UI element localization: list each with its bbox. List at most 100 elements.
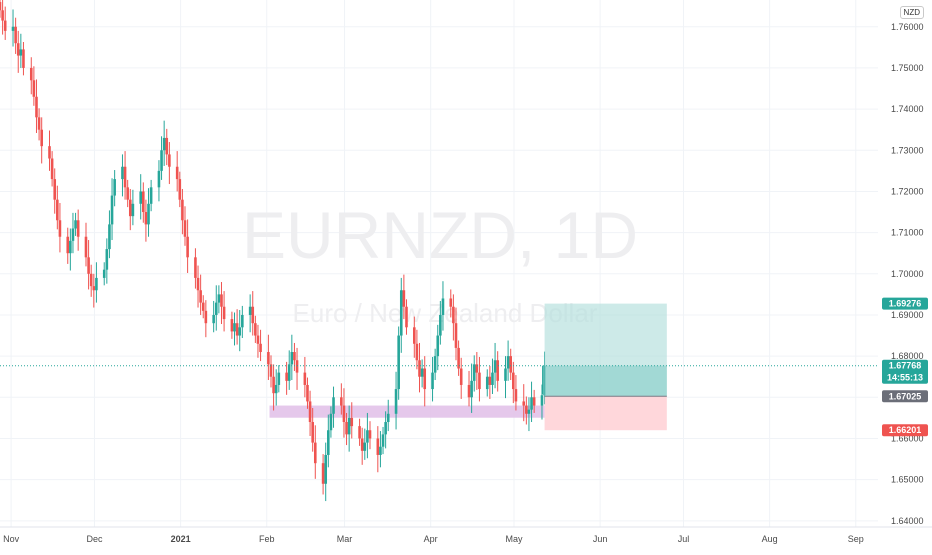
candle-body (256, 335, 260, 344)
time-axis[interactable]: Nov Dec 2021 Feb Mar Apr May Jun Jul Aug Sep (0, 526, 932, 544)
candle-body (74, 220, 77, 229)
candle-body (308, 401, 312, 423)
candle-body (110, 195, 114, 225)
x-tick-label: Aug (762, 534, 778, 544)
x-tick-label: Nov (3, 534, 20, 544)
candle-body (431, 372, 434, 390)
x-tick-label: Dec (86, 534, 103, 544)
candle-body (139, 191, 143, 204)
candle-body (69, 240, 72, 254)
candle-body (358, 426, 361, 439)
candle-body (149, 187, 153, 204)
y-tick-label: 1.72000 (891, 186, 924, 196)
candle-body (196, 277, 200, 291)
candle-body (144, 212, 148, 225)
candle-body (313, 442, 317, 464)
candle-body (496, 360, 499, 381)
y-tick-label: 1.73000 (891, 145, 924, 155)
candle-body (342, 405, 346, 423)
candle-body (381, 434, 385, 447)
candle-body (56, 199, 59, 221)
candle-body (439, 314, 442, 336)
candle-body (89, 273, 93, 287)
x-tick-label: Feb (259, 534, 275, 544)
candle-body (217, 294, 221, 303)
candle-body (212, 314, 215, 324)
candle-body (16, 43, 20, 56)
candle-body (470, 380, 473, 398)
candle-body (214, 302, 218, 315)
candle-body (277, 372, 281, 385)
candle-body (478, 372, 481, 390)
candle-body (3, 20, 7, 31)
candle-body (37, 117, 41, 130)
candle-body (525, 405, 528, 414)
candle-body (295, 360, 299, 373)
candle-body (452, 306, 455, 324)
candle-body (285, 372, 288, 381)
candle-body (405, 306, 408, 328)
currency-badge[interactable]: NZD (899, 6, 924, 19)
candle-body (32, 80, 36, 97)
candle-body (14, 26, 17, 44)
candle-body (181, 199, 184, 221)
current-price-tag-bg (882, 359, 928, 384)
candle-body (366, 430, 369, 443)
candle-body (504, 368, 507, 381)
candle-body (311, 422, 314, 443)
candle-body (29, 67, 33, 81)
x-tick-label: May (506, 534, 524, 544)
candle-body (386, 413, 390, 423)
y-tick-label: 1.71000 (891, 228, 924, 238)
candle-body (235, 323, 239, 336)
y-tick-label: 1.75000 (891, 63, 924, 73)
candle-body (40, 129, 43, 147)
candle-body (384, 422, 387, 435)
candle-body (402, 290, 406, 307)
candle-body (394, 389, 398, 414)
candle-body (259, 343, 262, 353)
candle-body (514, 389, 518, 402)
candle-body (71, 228, 75, 241)
candle-body (22, 49, 25, 68)
candle-body (87, 257, 90, 274)
y-tick-label: 1.64000 (891, 516, 924, 526)
candle-body (488, 376, 492, 385)
candle-body (186, 236, 189, 258)
candle-body (222, 306, 226, 320)
candle-body (58, 220, 62, 237)
candle-body (360, 438, 364, 451)
candle-body (321, 463, 325, 484)
candle-body (530, 397, 533, 410)
drawing-zones[interactable] (269, 405, 545, 418)
candle-body (251, 306, 255, 324)
candle-body (162, 137, 166, 151)
price-axis[interactable]: 1.76000 1.75000 1.74000 1.73000 1.72000 1.710… (891, 22, 924, 526)
candle-body (329, 413, 333, 431)
candle-body (0, 2, 2, 11)
candle-body (522, 401, 526, 406)
candle-body (467, 384, 471, 398)
position-overlay[interactable] (0, 303, 878, 431)
candle-body (457, 347, 460, 369)
candle-body (379, 446, 382, 455)
candle-body (204, 310, 208, 324)
candle-body (347, 417, 351, 435)
candle-body (287, 364, 291, 381)
candle-body (376, 438, 380, 455)
candle-body (363, 442, 367, 451)
candle-body (459, 368, 463, 385)
candle-body (441, 298, 445, 315)
candle-body (19, 49, 23, 56)
x-tick-label: 2021 (171, 534, 191, 544)
candle-body (178, 179, 182, 200)
candle-body (269, 364, 273, 377)
candle-body (475, 364, 479, 373)
candle-body (527, 409, 531, 414)
candle-body (532, 397, 536, 406)
candle-body (274, 384, 278, 394)
candle-body (102, 269, 106, 278)
candle-body (540, 395, 544, 406)
